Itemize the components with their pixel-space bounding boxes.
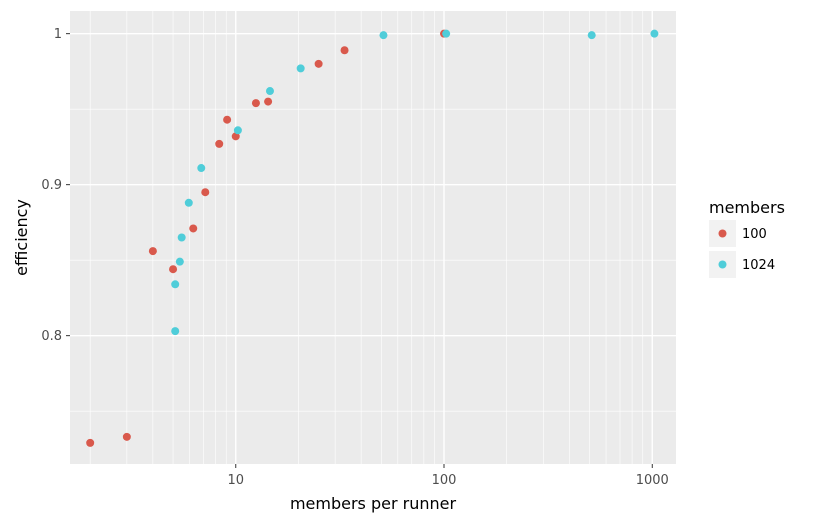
data-point-100 — [223, 115, 232, 124]
data-point-1024 — [184, 198, 193, 207]
data-point-1024 — [171, 280, 180, 289]
y-axis-title: efficiency — [12, 199, 31, 276]
legend-swatch-100 — [718, 229, 727, 238]
data-point-1024 — [171, 327, 180, 336]
x-tick-label: 10 — [227, 473, 244, 488]
data-point-1024 — [650, 29, 659, 38]
y-tick-label: 0.9 — [41, 178, 62, 193]
data-point-100 — [314, 59, 323, 68]
x-axis-title: members per runner — [290, 494, 457, 513]
data-point-1024 — [587, 31, 596, 40]
data-points — [86, 29, 659, 447]
data-point-100 — [264, 97, 273, 106]
data-point-100 — [122, 432, 131, 441]
data-point-1024 — [177, 233, 186, 242]
data-point-1024 — [265, 87, 274, 96]
data-point-100 — [189, 224, 198, 233]
legend-label-1024: 1024 — [742, 258, 775, 273]
data-point-100 — [201, 188, 210, 197]
data-point-1024 — [175, 257, 184, 266]
data-point-1024 — [379, 31, 388, 40]
data-point-100 — [215, 139, 224, 148]
data-point-100 — [148, 247, 157, 256]
legend-title: members — [709, 198, 785, 217]
legend: members 100 1024 — [709, 198, 785, 278]
x-tick-label: 100 — [432, 473, 457, 488]
data-point-100 — [231, 132, 240, 141]
data-point-100 — [86, 438, 95, 447]
data-point-1024 — [442, 29, 451, 38]
plot-panel — [70, 11, 676, 464]
major-gridlines — [70, 11, 676, 464]
y-tick-label: 1 — [54, 27, 62, 42]
x-tick-label: 1000 — [636, 473, 669, 488]
data-point-100 — [169, 265, 178, 274]
x-axis: 10 100 1000 — [227, 464, 669, 488]
minor-gridlines — [70, 11, 676, 464]
data-point-100 — [340, 46, 349, 55]
y-tick-label: 0.8 — [41, 329, 62, 344]
legend-items: 100 1024 — [709, 220, 775, 278]
legend-swatch-1024 — [718, 260, 727, 269]
y-axis: 0.8 0.9 1 — [41, 27, 70, 344]
data-point-1024 — [197, 164, 206, 173]
data-point-1024 — [233, 126, 242, 135]
data-point-100 — [251, 99, 260, 108]
legend-label-100: 100 — [742, 227, 767, 242]
data-point-1024 — [296, 64, 305, 73]
